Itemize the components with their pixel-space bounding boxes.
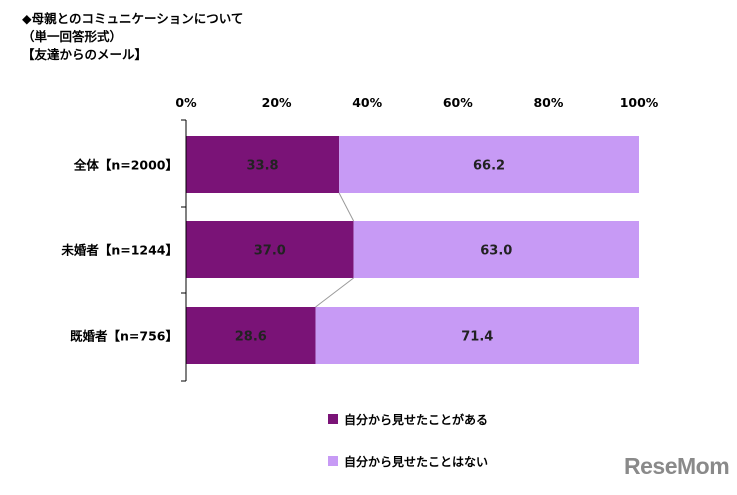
chart-title: ◆母親とのコミュニケーションについて: [22, 11, 244, 26]
x-tick-label: 80%: [533, 95, 563, 110]
chart-header: ◆母親とのコミュニケーションについて （単一回答形式） 【友達からのメール】: [22, 10, 243, 64]
chart-subtitle-2: 【友達からのメール】: [22, 47, 148, 62]
x-tick-label: 0%: [175, 95, 197, 110]
chart-subtitle: （単一回答形式）: [22, 29, 123, 44]
legend-item-series2: 自分から見せたことはない: [328, 453, 488, 469]
data-label: 66.2: [473, 159, 505, 174]
x-tick-label: 100%: [620, 95, 659, 110]
data-label: 28.6: [235, 330, 267, 345]
legend-item-series1: 自分から見せたことがある: [328, 411, 488, 427]
data-label: 71.4: [461, 330, 493, 345]
data-label: 33.8: [247, 159, 279, 174]
data-label: 37.0: [254, 244, 286, 259]
legend-label-series1: 自分から見せたことがある: [344, 412, 489, 427]
legend-swatch-series2: [328, 456, 338, 466]
x-tick-label: 60%: [443, 95, 473, 110]
bar-segment: [315, 307, 639, 364]
x-tick-label: 20%: [262, 95, 292, 110]
series-line: [315, 277, 354, 308]
x-tick-label: 40%: [352, 95, 382, 110]
category-label: 全体【n=2000】: [73, 158, 178, 173]
legend: 自分から見せたことがある 自分から見せたことはない: [328, 411, 488, 495]
series-line: [338, 192, 355, 222]
watermark-logo: ReseMom: [624, 453, 730, 479]
bar-segment: [186, 221, 354, 278]
category-label: 既婚者【n=756】: [70, 329, 178, 344]
bar-segment: [186, 136, 340, 193]
bar-segment: [186, 307, 316, 364]
bar-segment: [339, 136, 639, 193]
legend-label-series2: 自分から見せたことはない: [344, 454, 489, 469]
legend-swatch-series1: [328, 414, 338, 424]
bar-segment: [353, 221, 639, 278]
category-label: 未婚者【n=1244】: [60, 243, 178, 258]
data-label: 63.0: [480, 244, 512, 259]
